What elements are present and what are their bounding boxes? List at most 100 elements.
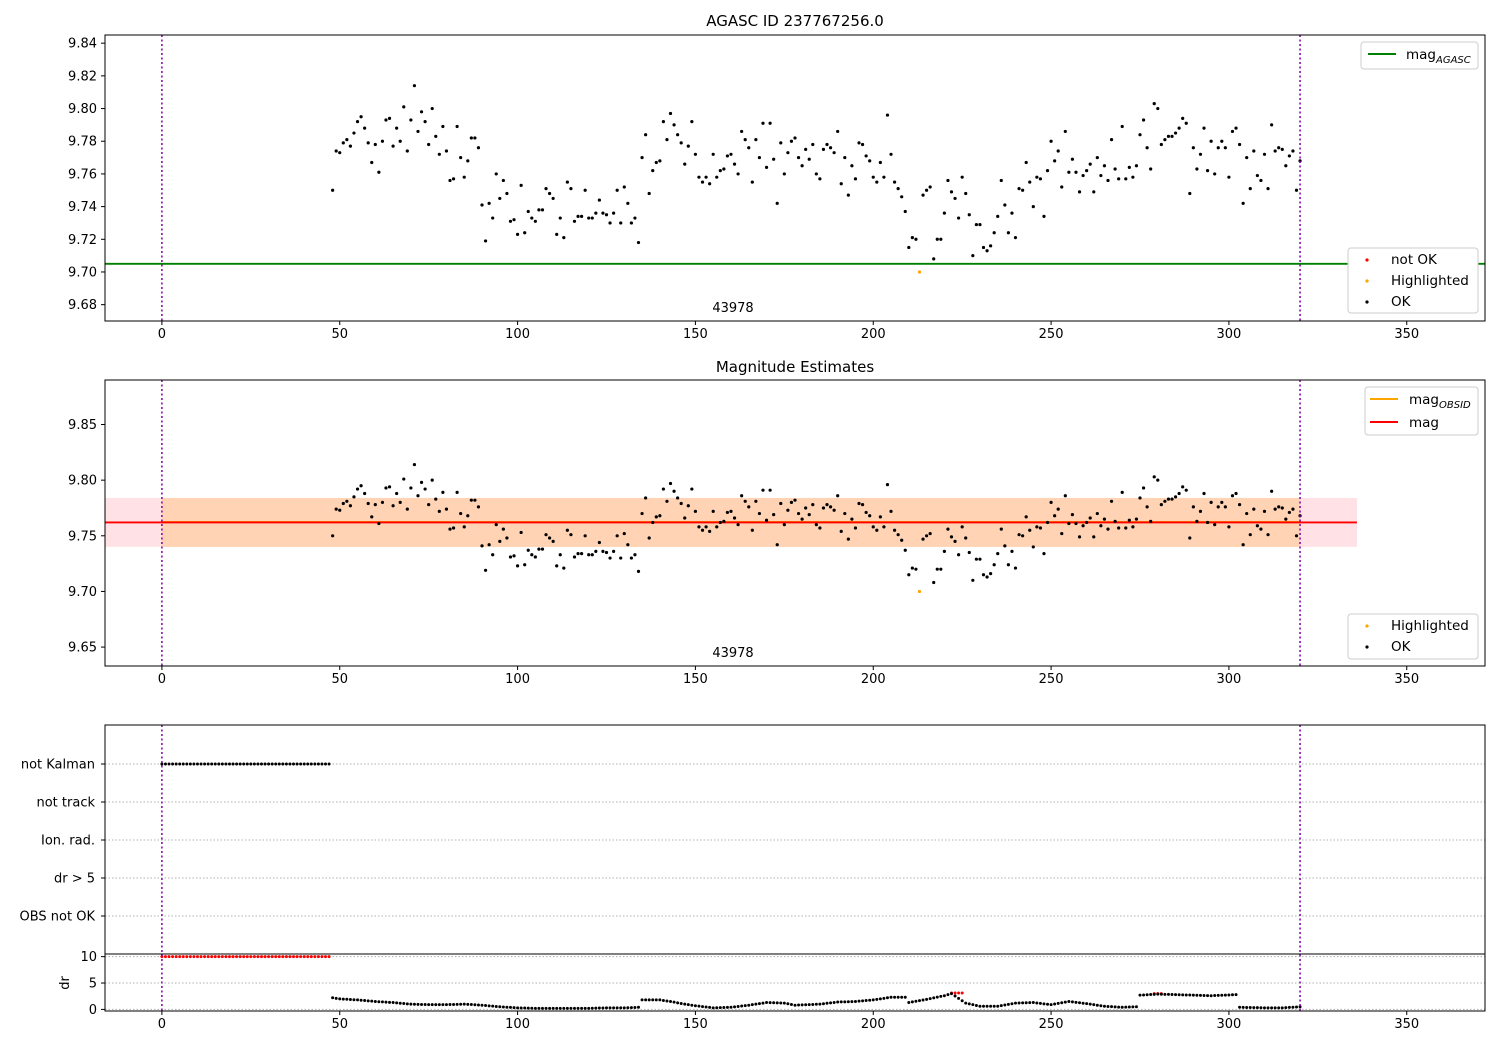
ok-point [629, 556, 633, 560]
ok-point [526, 209, 530, 214]
ok-point [430, 106, 434, 111]
dr-not-ok-point [320, 955, 324, 959]
ok-point [761, 488, 765, 492]
ok-point [668, 481, 673, 486]
ok-point [437, 509, 441, 513]
ok-point [612, 549, 616, 553]
ok-point [697, 525, 701, 529]
dr-not-ok-point [960, 991, 964, 995]
ok-point [395, 491, 399, 496]
ok-point [789, 500, 794, 505]
ok-point [1198, 509, 1203, 513]
y-tick-label: 9.85 [68, 418, 97, 433]
dr-ok-point [1284, 1006, 1288, 1010]
ok-point [1013, 566, 1018, 570]
x-tick-label: 300 [1217, 672, 1242, 687]
ok-point [633, 553, 637, 557]
ok-point [594, 549, 598, 553]
ok-point [480, 203, 484, 207]
ok-point [843, 511, 847, 516]
dr-ok-point [1280, 1006, 1284, 1010]
ok-point [1227, 175, 1231, 179]
ok-point [1063, 129, 1067, 134]
legend-marker-highlighted [1365, 279, 1369, 283]
ok-point [1031, 545, 1035, 549]
dr-ok-point [665, 999, 669, 1003]
ok-point [1003, 203, 1007, 207]
not-kalman-flag-point [256, 762, 260, 766]
dr-ok-point [462, 1002, 466, 1006]
ok-point [1017, 533, 1021, 537]
ok-point [935, 567, 939, 571]
ok-point [814, 523, 818, 527]
ok-point [953, 196, 957, 201]
ok-point [828, 146, 833, 150]
dr-ok-point [626, 1006, 630, 1010]
dr-ok-point [1131, 1005, 1135, 1009]
x-tick-label: 100 [505, 672, 530, 687]
dr-ok-point [412, 1002, 416, 1006]
ok-point [1024, 160, 1028, 165]
highlighted-point [917, 270, 922, 274]
obsid-annotation: 43978 [712, 301, 753, 316]
ok-point [772, 513, 776, 517]
ok-point [1109, 137, 1114, 142]
dr-ok-point [1014, 1001, 1018, 1005]
ok-point [444, 149, 449, 153]
x-tick-label: 150 [683, 672, 708, 687]
ok-point [483, 568, 488, 572]
ok-point [654, 160, 658, 165]
dr-not-ok-point [306, 955, 310, 959]
dr-ok-point [384, 1000, 388, 1004]
ok-point [740, 494, 744, 498]
dr-ok-point [964, 1001, 968, 1005]
x-tick-label: 100 [505, 1017, 530, 1032]
ok-point [949, 535, 954, 539]
ok-point [1184, 488, 1188, 492]
dr-ok-point [1298, 1005, 1302, 1009]
dr-ok-point [697, 1004, 701, 1008]
dr-ok-point [341, 997, 345, 1001]
ok-point [661, 487, 666, 491]
ok-point [860, 503, 865, 507]
dr-ok-point [797, 1003, 801, 1007]
dr-ok-point [921, 998, 925, 1002]
ok-point [1127, 165, 1131, 169]
ok-point [466, 159, 470, 163]
ok-point [341, 141, 345, 145]
ok-point [1092, 535, 1096, 539]
dr-not-ok-point [181, 955, 185, 959]
y-tick-label: 9.80 [68, 474, 97, 489]
dr-ok-point [459, 1002, 463, 1006]
dr-ok-point [1277, 1006, 1281, 1010]
dr-ok-point [821, 1002, 825, 1006]
dr-ok-point [999, 1004, 1003, 1008]
ok-point [1266, 533, 1270, 537]
dr-ok-point [857, 999, 861, 1003]
dr-ok-point [334, 996, 338, 1000]
dr-ok-point [722, 1006, 726, 1010]
dr-ok-point [789, 1002, 793, 1006]
ok-point [1149, 519, 1153, 523]
y-tick-label: 9.78 [68, 135, 97, 150]
ok-point [1269, 489, 1274, 493]
ok-point [658, 514, 662, 518]
not-kalman-flag-point [203, 762, 207, 766]
ok-point [921, 537, 925, 541]
ok-point [626, 543, 630, 547]
ok-point [821, 506, 826, 510]
dr-ok-point [811, 1002, 815, 1006]
ok-point [1277, 505, 1281, 509]
dr-ok-point [501, 1005, 505, 1009]
dr-ok-point [508, 1005, 512, 1009]
ok-point [565, 180, 569, 184]
ok-point [1006, 231, 1011, 235]
ok-point [537, 208, 541, 212]
ok-point [1138, 496, 1142, 500]
dr-ok-point [740, 1004, 744, 1008]
ok-point [1085, 169, 1089, 173]
ok-point [779, 141, 783, 145]
ok-point [419, 110, 424, 114]
dr-not-ok-point [302, 955, 306, 959]
ok-point [857, 501, 861, 506]
